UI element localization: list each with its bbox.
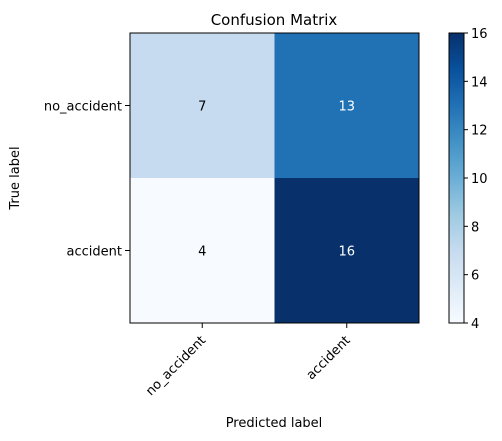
matrix-cell xyxy=(130,33,275,178)
matrix-cell-labels: 7 13 4 16 xyxy=(198,100,355,260)
x-tick-label: no_accident xyxy=(143,333,209,399)
colorbar-ticks: 4 6 8 10 12 14 16 xyxy=(464,27,488,332)
y-tick-label: no_accident xyxy=(44,100,122,115)
matrix-cell xyxy=(274,178,419,323)
matrix-frame xyxy=(129,32,420,324)
colorbar-tick-label: 6 xyxy=(471,269,479,284)
y-axis-ticks: no_accident accident xyxy=(44,100,130,260)
cell-value-label: 16 xyxy=(338,245,355,260)
colorbar-tick-label: 8 xyxy=(471,220,479,235)
x-tick-label: accident xyxy=(304,333,354,383)
colorbar-tick-label: 14 xyxy=(471,75,488,90)
matrix-cells xyxy=(130,33,419,323)
y-axis-label: True label xyxy=(8,146,23,210)
x-axis-ticks: no_accident accident xyxy=(143,323,354,399)
colorbar-tick-label: 4 xyxy=(471,317,479,332)
x-axis-label: Predicted label xyxy=(226,416,323,431)
cell-value-label: 4 xyxy=(198,245,206,260)
cell-value-label: 7 xyxy=(198,100,206,115)
matrix-cell xyxy=(130,178,275,323)
colorbar-tick-label: 12 xyxy=(471,124,488,139)
matrix-cell xyxy=(274,33,419,178)
cell-value-label: 13 xyxy=(338,100,355,115)
chart-title: Confusion Matrix xyxy=(211,11,338,29)
colorbar-tick-label: 16 xyxy=(471,27,488,42)
colorbar-tick-label: 10 xyxy=(471,172,488,187)
y-tick-label: accident xyxy=(67,245,122,260)
colorbar xyxy=(449,33,464,323)
